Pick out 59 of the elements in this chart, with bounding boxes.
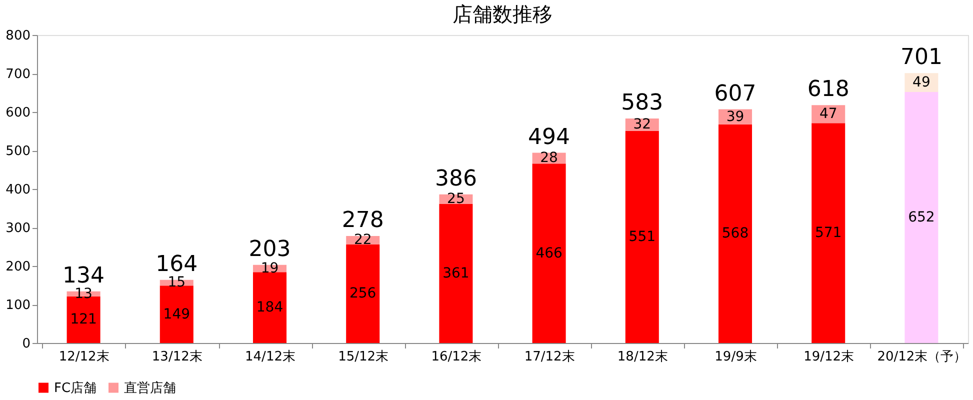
bar (812, 123, 846, 343)
y-tick-label: 800 (6, 28, 30, 44)
legend-label: FC店舗 (54, 380, 97, 396)
y-tick-label: 200 (6, 260, 30, 274)
bar (904, 92, 938, 343)
bar (160, 286, 194, 343)
bar (252, 272, 287, 343)
data-label: 25 (447, 191, 465, 208)
total-label: 164 (156, 252, 198, 277)
legend-label: 直営店舗 (124, 380, 176, 396)
total-label: 583 (621, 90, 664, 116)
data-label: 39 (726, 108, 744, 125)
data-label: 149 (163, 306, 190, 322)
bar (625, 130, 659, 343)
y-tick-label: 600 (6, 106, 30, 120)
x-tick-label: 14/12末 (245, 350, 296, 364)
data-label: 28 (540, 150, 558, 166)
data-label: 19 (260, 260, 279, 277)
data-label: 571 (814, 225, 842, 242)
x-tick-label: 12/12末 (58, 350, 110, 364)
data-label: 121 (70, 312, 97, 328)
chart-title: 店舗数推移 (452, 2, 552, 26)
bar (439, 204, 473, 343)
data-label: 47 (819, 106, 838, 122)
y-tick-label: 300 (6, 221, 30, 236)
data-label: 256 (349, 286, 376, 302)
total-label: 278 (342, 208, 384, 233)
y-tick-label: 100 (6, 298, 30, 313)
bar (718, 124, 752, 343)
x-tick-label: 15/12末 (338, 350, 389, 364)
data-label: 32 (633, 116, 652, 133)
x-tick-label: 16/12末 (431, 350, 482, 364)
data-label: 652 (908, 209, 935, 226)
x-tick-label: 17/12末 (524, 350, 575, 364)
y-tick-label: 700 (6, 67, 30, 82)
y-tick-label: 500 (6, 144, 30, 159)
total-label: 618 (807, 77, 850, 102)
total-label: 386 (434, 166, 477, 192)
total-label: 607 (714, 81, 756, 106)
y-tick-label: 400 (6, 182, 30, 198)
y-tick-label: 0 (22, 336, 30, 352)
x-tick-label: 18/12末 (617, 350, 668, 364)
bar (532, 164, 566, 343)
total-label: 494 (528, 124, 570, 150)
data-label: 361 (442, 266, 470, 282)
data-label: 551 (628, 228, 656, 245)
total-label: 134 (62, 263, 105, 288)
data-label: 184 (256, 300, 284, 316)
total-label: 701 (900, 45, 942, 70)
data-label: 568 (722, 226, 749, 242)
x-tick-label: 13/12末 (152, 350, 202, 364)
x-tick-label: 19/12末 (804, 350, 854, 364)
data-label: 466 (536, 245, 562, 262)
data-label: 22 (354, 232, 372, 248)
x-tick-label: 19/9末 (714, 350, 757, 364)
total-label: 203 (248, 236, 291, 262)
bar (346, 244, 380, 343)
x-tick-label: 20/12末（予） (877, 350, 967, 364)
data-label: 49 (912, 74, 930, 91)
